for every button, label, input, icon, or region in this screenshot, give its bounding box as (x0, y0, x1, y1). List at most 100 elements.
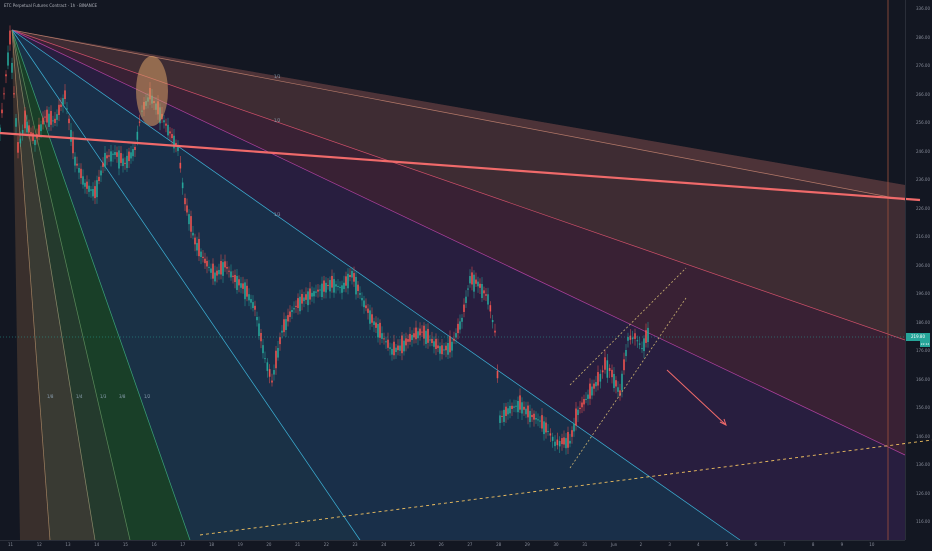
candle-body (289, 311, 291, 317)
time-label: 5 (725, 542, 729, 547)
candle-body (571, 430, 573, 437)
candle-body (82, 176, 84, 185)
candle-body (401, 335, 403, 354)
candle-body (98, 176, 100, 182)
candle-body (351, 270, 353, 278)
candle-body (248, 294, 250, 301)
candle-body (293, 308, 295, 310)
current-price-tag: 219.80 (906, 333, 930, 341)
time-label: 17 (180, 542, 186, 547)
candle-body (62, 98, 64, 106)
candle-body (34, 139, 36, 146)
candle-body (339, 286, 341, 288)
candle-body (258, 323, 260, 337)
candle-body (329, 280, 331, 292)
candle-body (194, 237, 196, 245)
candle-body (435, 338, 437, 350)
candle-body (441, 345, 443, 355)
candle-body (537, 419, 539, 421)
candle-body (615, 380, 617, 387)
time-label: 27 (467, 542, 473, 547)
candle-body (369, 310, 371, 324)
candle-body (100, 170, 102, 176)
candle-body (423, 325, 425, 339)
channel-upper-line[interactable] (569, 267, 687, 386)
candle-body (52, 120, 54, 122)
candle-body (120, 153, 122, 163)
candle-body (619, 390, 621, 396)
candle-body (181, 182, 184, 189)
trend-line[interactable] (0, 131, 921, 202)
candle-body (295, 305, 297, 307)
candle-body (391, 348, 393, 355)
candle-body (19, 138, 22, 144)
candle-body (321, 283, 323, 298)
time-label: 2 (639, 542, 643, 547)
candle-body (177, 146, 179, 152)
candle-body (307, 291, 309, 306)
time-label: 11 (8, 542, 14, 547)
price-label: 116.00 (916, 519, 930, 524)
candle-body (9, 30, 11, 45)
candle-body (271, 380, 273, 383)
candle-body (547, 430, 549, 432)
candle-body (507, 408, 509, 415)
candle-body (333, 279, 335, 293)
time-label: 29 (524, 542, 530, 547)
candle-body (218, 269, 220, 275)
candle-body (224, 261, 226, 268)
candle-body (327, 284, 329, 286)
price-label: 176.00 (916, 348, 930, 353)
candle-body (273, 370, 275, 375)
time-label: 16 (151, 542, 157, 547)
candle-body (583, 399, 585, 405)
price-label: 266.00 (916, 91, 930, 97)
candle-body (413, 333, 415, 338)
candle-body (371, 314, 373, 323)
candle-body (78, 167, 80, 173)
highlight-ellipse[interactable] (136, 56, 168, 126)
projection-arrow[interactable] (666, 369, 727, 426)
candle-body (50, 110, 52, 125)
price-scale[interactable]: 336.00 286.00 276.00 266.00 256.00 246.00 236.… (905, 0, 932, 540)
time-label: 8 (811, 542, 815, 547)
time-label: 22 (323, 542, 329, 547)
candle-body (48, 113, 50, 127)
time-label: Jun (610, 542, 618, 547)
candle-body (409, 333, 411, 342)
candle-body (169, 131, 171, 134)
candle-body (453, 338, 455, 341)
time-axis[interactable]: 11 12 13 14 15 16 17 18 19 20 21 22 23 24 25 26 27 28 29 30… (0, 540, 905, 551)
candle-body (228, 270, 230, 272)
candle-body (385, 341, 387, 343)
candle-body (467, 288, 469, 290)
price-label: 196.00 (916, 291, 930, 296)
candle-body (625, 349, 627, 357)
candle-body (238, 279, 240, 286)
candle-body (567, 432, 569, 448)
candle-body (277, 347, 279, 358)
candle-body (481, 283, 483, 299)
candle-body (118, 150, 120, 169)
candle-body (439, 346, 441, 354)
candle-body (403, 340, 405, 352)
time-label: 21 (295, 542, 301, 547)
candle-body (283, 319, 285, 333)
candle-body (463, 304, 465, 312)
candle-body (106, 155, 108, 159)
candle-body (585, 398, 587, 400)
candle-body (165, 123, 167, 126)
candle-body (634, 333, 636, 339)
candle-body (246, 285, 248, 297)
candle-body (647, 327, 649, 343)
candle-body (501, 415, 503, 417)
candle-body (359, 293, 361, 295)
candle-body (319, 289, 321, 291)
price-label: 276.00 (916, 63, 930, 68)
candle-body (7, 52, 9, 66)
candle-body (395, 347, 397, 353)
symbol-title[interactable]: ETC Perpetual Futures Contract · 1h · BI… (4, 3, 98, 8)
candle-body (313, 291, 315, 297)
candle-body (214, 272, 216, 282)
